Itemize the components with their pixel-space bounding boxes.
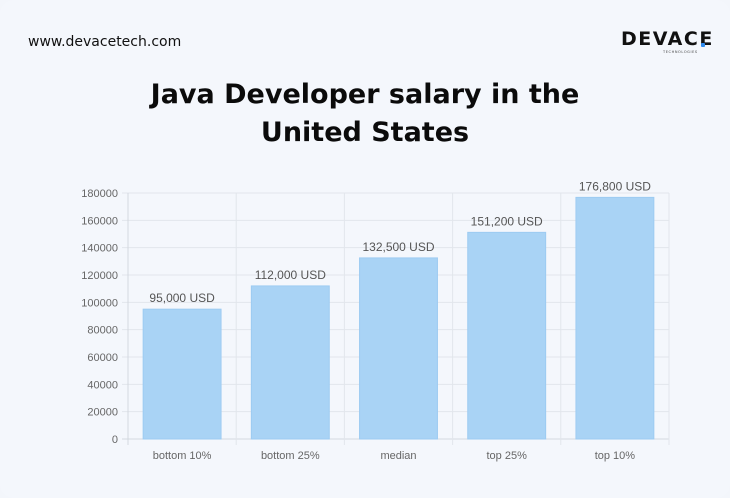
bar-3: [467, 231, 547, 440]
data-label: 112,000 USD: [255, 268, 326, 282]
y-tick-label: 40000: [87, 379, 118, 391]
devace-logo: DEVACE TECHNOLOGIES: [621, 29, 712, 59]
x-category-label: top 10%: [595, 450, 636, 462]
chart-title: Java Developer salary in the United Stat…: [150, 79, 580, 148]
logo-wordmark: DEVACE: [621, 28, 714, 50]
logo-subtext: TECHNOLOGIES: [663, 50, 698, 54]
y-tick-label: 0: [112, 434, 118, 446]
y-tick-label: 80000: [87, 325, 118, 337]
data-label: 151,200 USD: [471, 214, 543, 228]
data-label: 95,000 USD: [149, 291, 215, 305]
y-tick-label: 160000: [81, 215, 118, 227]
y-tick-label: 120000: [81, 270, 118, 282]
bar-2: [359, 257, 438, 440]
x-category-label: bottom 10%: [153, 450, 212, 462]
x-category-label: top 25%: [487, 450, 528, 462]
bar-layer: [142, 196, 655, 440]
data-label: 176,800 USD: [579, 179, 651, 193]
site-url[interactable]: www.devacetech.com: [28, 34, 182, 50]
bar-4: [575, 196, 655, 440]
x-category-label: median: [380, 450, 416, 462]
x-category-label: bottom 25%: [261, 450, 320, 462]
logo-dot-icon: [701, 43, 705, 47]
y-tick-label: 180000: [81, 188, 118, 200]
y-tick-label: 20000: [87, 407, 118, 419]
y-tick-label: 100000: [81, 297, 118, 309]
label-layer: 0 20000 40000 60000 80000 100000 120000 140000 1…: [81, 179, 651, 462]
y-tick-label: 140000: [81, 243, 118, 255]
bar-1: [250, 285, 330, 440]
bar-0: [142, 308, 222, 440]
y-tick-label: 60000: [87, 352, 118, 364]
data-label: 132,500 USD: [362, 240, 434, 254]
